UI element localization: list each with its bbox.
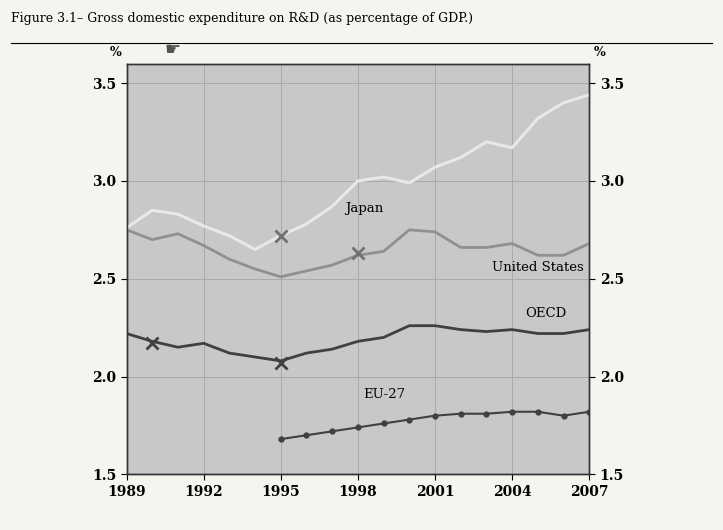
Text: Figure 3.1– Gross domestic expenditure on R&D (as percentage of GDP.): Figure 3.1– Gross domestic expenditure o… bbox=[11, 12, 473, 25]
Text: United States: United States bbox=[492, 261, 583, 273]
Text: %: % bbox=[594, 47, 606, 59]
Text: ☛: ☛ bbox=[165, 41, 181, 59]
Text: EU-27: EU-27 bbox=[363, 387, 405, 401]
Text: Japan: Japan bbox=[345, 202, 383, 215]
Text: %: % bbox=[110, 47, 122, 59]
Text: OECD: OECD bbox=[525, 307, 566, 321]
